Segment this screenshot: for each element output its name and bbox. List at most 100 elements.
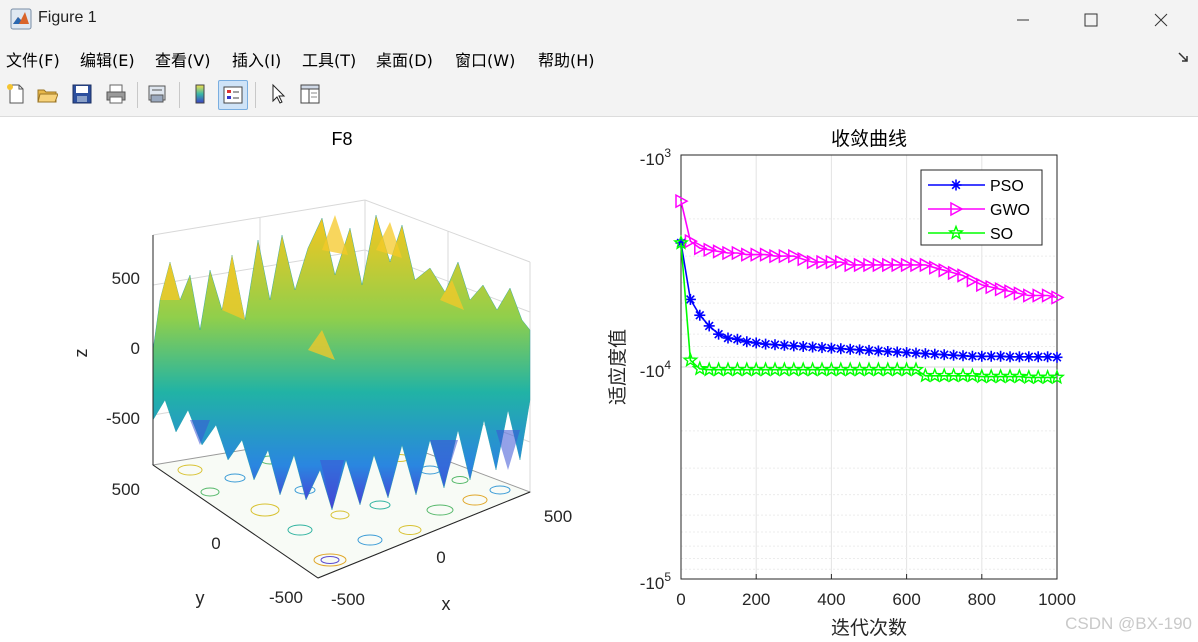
x-tick: -500 (331, 590, 365, 609)
menu-insert[interactable]: 插入(I) (232, 51, 282, 70)
maximize-icon (1084, 13, 1098, 27)
menu-view[interactable]: 查看(V) (155, 51, 211, 70)
triangle-right-marker (910, 257, 924, 273)
asterisk-marker (1004, 351, 1016, 363)
minimize-button[interactable] (1000, 0, 1046, 40)
asterisk-marker (713, 328, 725, 340)
triangle-right-marker (694, 240, 708, 256)
asterisk-marker (684, 293, 696, 305)
asterisk-marker (1023, 351, 1035, 363)
toolbar-separator (255, 82, 256, 108)
y-axis-label: y (196, 588, 205, 608)
triangle-right-marker (806, 254, 821, 270)
asterisk-marker (694, 309, 706, 321)
asterisk-marker (976, 350, 988, 362)
asterisk-marker (807, 341, 819, 353)
close-button[interactable] (1138, 0, 1184, 40)
open-file-icon (37, 89, 58, 103)
asterisk-marker (816, 342, 828, 354)
surface-axis-lines (152, 235, 531, 579)
triangle-right-marker (1032, 288, 1046, 303)
asterisk-marker (750, 337, 762, 349)
menu-edit[interactable]: 编辑(E) (80, 51, 135, 70)
triangle-right-marker (929, 260, 943, 275)
asterisk-marker (872, 345, 884, 357)
colorbar-icon (195, 84, 205, 104)
asterisk-marker (769, 339, 781, 351)
series-pso (675, 237, 1063, 363)
x-tick-label: 400 (817, 590, 845, 609)
asterisk-marker (891, 346, 903, 358)
triangle-right-marker (741, 247, 755, 262)
legend-button[interactable] (218, 80, 248, 110)
menu-bar: 文件(F) 编辑(E) 查看(V) 插入(I) 工具(T) 桌面(D) 窗口(W… (0, 40, 1198, 74)
series-line (680, 200, 1058, 299)
asterisk-marker (844, 343, 856, 355)
x-tick: 500 (544, 507, 572, 526)
open-file-button[interactable] (33, 80, 61, 108)
property-editor-button[interactable] (296, 80, 324, 108)
asterisk-marker (760, 338, 772, 350)
triangle-right-marker (844, 257, 858, 273)
save-button[interactable] (68, 80, 96, 108)
dock-arrow-icon[interactable] (1178, 52, 1188, 62)
triangle-right-marker (1023, 288, 1037, 303)
triangle-right-marker (797, 251, 811, 267)
triangle-right-marker (950, 201, 964, 217)
z-tick: 0 (131, 339, 140, 358)
menu-file[interactable]: 文件(F) (6, 51, 60, 70)
triangle-right-marker (947, 265, 962, 281)
new-figure-icon (7, 84, 24, 104)
legend-label-gwo: GWO (990, 202, 1030, 219)
legend-sample-so (928, 224, 985, 240)
legend-sample-gwo (928, 201, 985, 217)
chart-title: 收敛曲线 (831, 128, 907, 150)
triangle-right-marker (919, 257, 933, 273)
asterisk-marker (854, 344, 866, 356)
asterisk-marker (938, 349, 950, 361)
asterisk-marker (797, 340, 809, 352)
asterisk-marker (1051, 351, 1063, 363)
series-layer (672, 193, 1066, 385)
triangle-right-marker (985, 279, 999, 295)
triangle-right-marker (900, 257, 915, 273)
asterisk-marker (778, 339, 790, 351)
menu-tools[interactable]: 工具(T) (302, 51, 357, 70)
series-so (672, 234, 1066, 385)
asterisk-marker (948, 349, 960, 361)
star-marker (1011, 368, 1028, 384)
menu-window[interactable]: 窗口(W) (455, 51, 516, 70)
surface-peaks (160, 215, 464, 360)
tick-layer: 0 200 400 600 800 1000 (676, 574, 1076, 609)
y-tick: 0 (211, 534, 220, 553)
legend-label-pso: PSO (990, 178, 1024, 195)
asterisk-marker (1013, 351, 1025, 363)
x-tick-label: 0 (676, 590, 685, 609)
y-tick-label: -105 (640, 570, 672, 593)
triangle-right-marker (675, 193, 689, 209)
chart-xlabel: 迭代次数 (831, 617, 907, 639)
colorbar-button[interactable] (186, 80, 214, 108)
x-tick-label: 600 (892, 590, 920, 609)
x-axis-label: x (442, 594, 451, 614)
print-preview-button[interactable] (143, 80, 171, 108)
triangle-right-marker (703, 242, 717, 258)
new-figure-button[interactable] (2, 80, 30, 108)
triangle-right-marker (769, 248, 783, 264)
asterisk-marker (1042, 351, 1054, 363)
z-tick: 500 (112, 269, 140, 288)
triangle-right-marker (994, 282, 1009, 297)
star-marker (1048, 368, 1066, 385)
surface-valleys (190, 420, 520, 505)
triangle-right-marker (891, 257, 905, 273)
menu-help[interactable]: 帮助(H) (538, 51, 595, 70)
surface-mesh (152, 214, 531, 511)
x-tick-label: 1000 (1038, 590, 1076, 609)
print-button[interactable] (102, 80, 130, 108)
surface-plot: F8 500 0 -500 z 500 0 -500 y -500 0 500 … (71, 129, 572, 614)
toolbar-separator (179, 82, 180, 108)
menu-desktop[interactable]: 桌面(D) (376, 51, 433, 70)
maximize-button[interactable] (1068, 0, 1114, 40)
triangle-right-marker (1004, 284, 1018, 299)
pointer-button[interactable] (264, 80, 292, 108)
